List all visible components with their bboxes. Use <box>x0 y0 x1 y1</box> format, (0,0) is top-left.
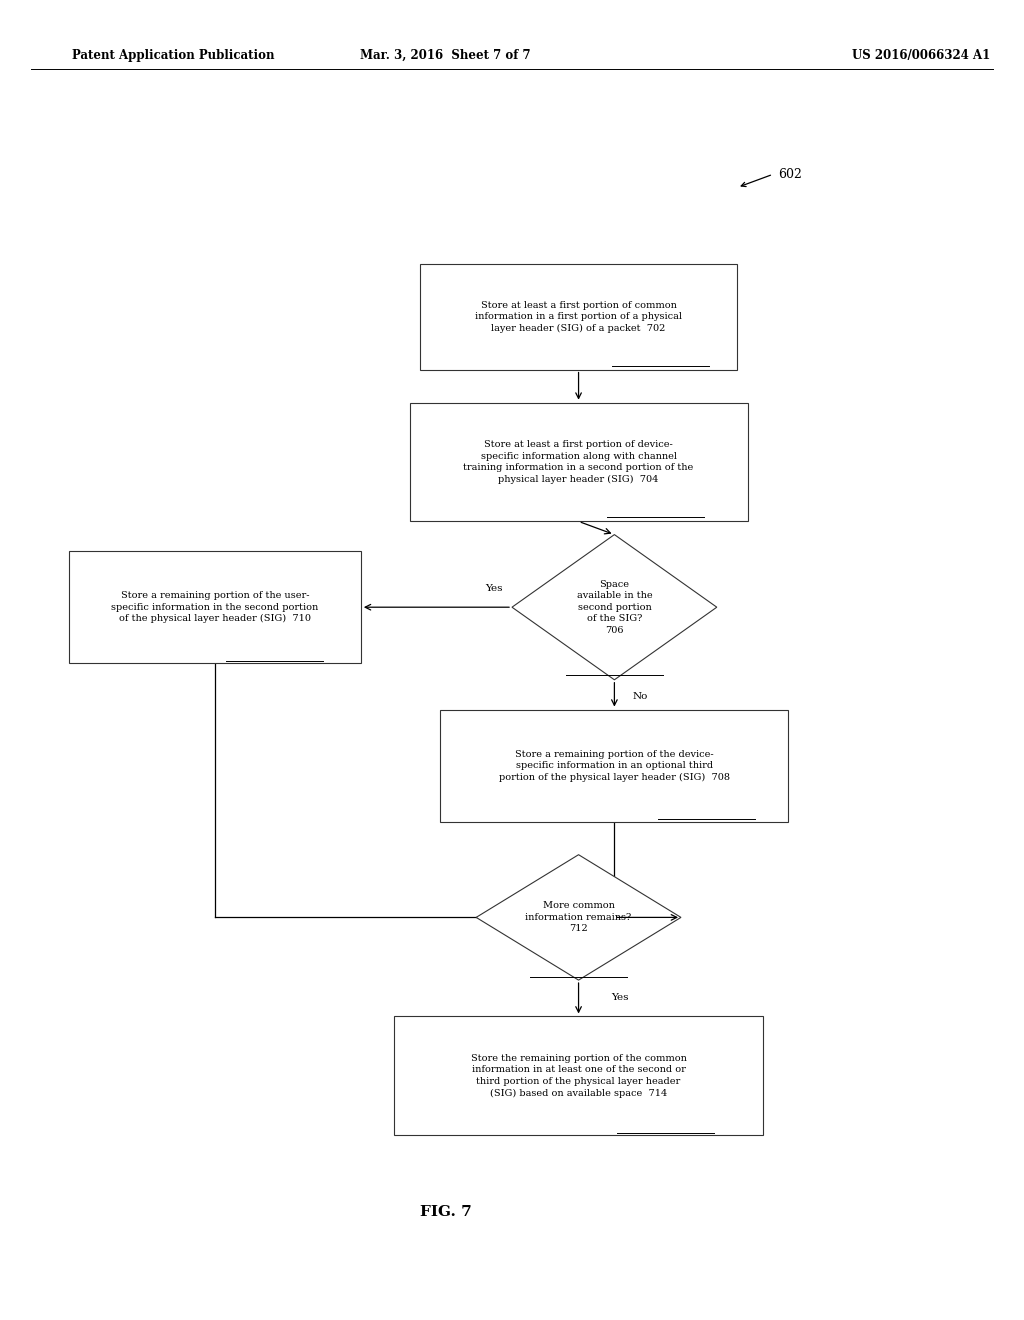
Text: FIG. 7: FIG. 7 <box>420 1205 471 1218</box>
Text: More common
information remains?
712: More common information remains? 712 <box>525 902 632 933</box>
Text: Yes: Yes <box>484 585 503 593</box>
Polygon shape <box>512 535 717 680</box>
Bar <box>410 403 748 521</box>
Text: US 2016/0066324 A1: US 2016/0066324 A1 <box>852 49 991 62</box>
Text: Store the remaining portion of the common
information in at least one of the sec: Store the remaining portion of the commo… <box>471 1055 686 1097</box>
Text: Space
available in the
second portion
of the SIG?
706: Space available in the second portion of… <box>577 579 652 635</box>
Polygon shape <box>476 855 681 979</box>
Text: Mar. 3, 2016  Sheet 7 of 7: Mar. 3, 2016 Sheet 7 of 7 <box>360 49 530 62</box>
Bar <box>70 552 360 663</box>
Text: Yes: Yes <box>610 993 629 1002</box>
Text: No: No <box>632 693 648 701</box>
Text: 602: 602 <box>778 168 802 181</box>
Bar <box>440 710 788 821</box>
Text: Store at least a first portion of common
information in a first portion of a phy: Store at least a first portion of common… <box>475 301 682 333</box>
Text: Store a remaining portion of the user-
specific information in the second portio: Store a remaining portion of the user- s… <box>112 591 318 623</box>
Bar <box>420 264 737 370</box>
Bar <box>394 1016 763 1135</box>
Text: Store a remaining portion of the device-
specific information in an optional thi: Store a remaining portion of the device-… <box>499 750 730 781</box>
Text: Store at least a first portion of device-
specific information along with channe: Store at least a first portion of device… <box>464 441 693 483</box>
Text: Patent Application Publication: Patent Application Publication <box>72 49 274 62</box>
